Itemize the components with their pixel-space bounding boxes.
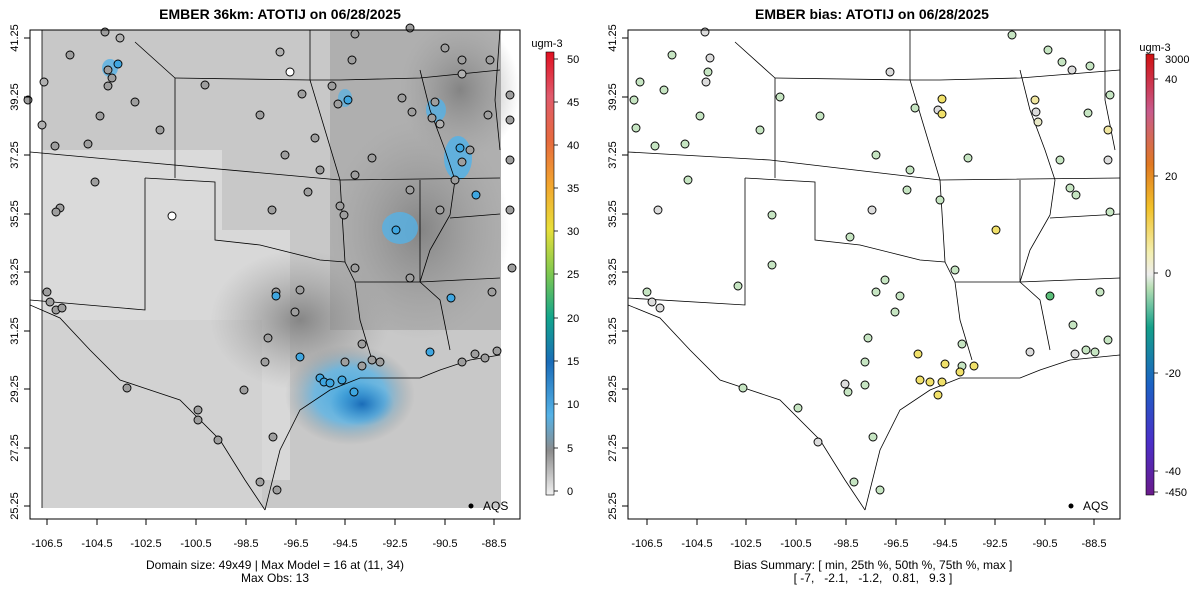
y-tick-label: 41.25 — [607, 24, 619, 52]
x-tick-label: -106.5 — [631, 538, 662, 550]
aqs-legend-label: AQS — [1083, 499, 1108, 513]
x-tick-label: -90.5 — [432, 538, 457, 550]
colorbar-tick-label: 40 — [567, 140, 579, 152]
right-y-tick-marks — [622, 37, 628, 507]
right-map-title: EMBER bias: ATOTIJ on 06/28/2025 — [755, 6, 989, 22]
colorbar-tick-label: 35 — [567, 183, 579, 195]
colorbar-tick-label: 20 — [1165, 171, 1177, 183]
colorbar-tick-label: -20 — [1165, 368, 1181, 380]
right-colorbar-tick-labels: 3000 40 20 0 -20 -40 -450 — [1165, 54, 1189, 499]
colorbar-tick-label: 15 — [567, 356, 579, 368]
colorbar-tick-label: 0 — [567, 486, 573, 498]
x-tick-label: -90.5 — [1032, 538, 1057, 550]
right-footer: Bias Summary: [ min, 25th %, 50th %, 75t… — [628, 559, 1118, 585]
right-colorbar-unit: ugm-3 — [1139, 42, 1170, 54]
y-tick-label: 31.25 — [9, 317, 21, 345]
colorbar-tick-label: -40 — [1165, 466, 1181, 478]
x-tick-label: -92.5 — [982, 538, 1007, 550]
y-tick-label: 37.25 — [607, 141, 619, 169]
colorbar-tick-label: 50 — [567, 54, 579, 66]
left-y-tick-marks — [24, 37, 30, 507]
left-footer-domain: Domain size: 49x49 | Max Model = 16 at (… — [145, 558, 405, 572]
left-footer: Domain size: 49x49 | Max Model = 16 at (… — [30, 559, 520, 585]
right-colorbar — [1145, 53, 1155, 496]
left-colorbar-unit: ugm-3 — [531, 38, 562, 50]
x-tick-label: -92.5 — [382, 538, 407, 550]
x-tick-label: -88.5 — [1081, 538, 1106, 550]
left-map-frame — [29, 29, 521, 520]
state-boundaries — [628, 30, 1120, 511]
x-tick-label: -94.5 — [332, 538, 357, 550]
y-tick-label: 37.25 — [9, 141, 21, 169]
x-tick-label: -88.5 — [481, 538, 506, 550]
y-tick-label: 33.25 — [607, 258, 619, 286]
y-tick-label: 27.25 — [607, 434, 619, 462]
right-colorbar-ticks — [1154, 58, 1158, 493]
y-tick-label: 41.25 — [9, 24, 21, 52]
left-colorbar — [545, 51, 555, 496]
aqs-observation-sites — [23, 23, 517, 495]
y-tick-label: 31.25 — [607, 317, 619, 345]
y-tick-label: 33.25 — [9, 258, 21, 286]
right-footer-summary-header: Bias Summary: [ min, 25th %, 50th %, 75t… — [733, 558, 1013, 572]
y-tick-label: 35.25 — [9, 200, 21, 228]
model-concentration-field — [42, 30, 520, 508]
y-tick-label: 35.25 — [607, 200, 619, 228]
bias-observation-sites — [629, 27, 1115, 495]
x-tick-label: -94.5 — [932, 538, 957, 550]
right-footer-summary-values: [ -7, -2.1, -1.2, 0.81, 9.3 ] — [793, 571, 953, 585]
left-colorbar-tick-labels: 50 45 40 35 30 25 20 15 10 5 0 — [567, 54, 579, 498]
colorbar-tick-label: 0 — [1165, 268, 1171, 280]
colorbar-tick-label: -450 — [1165, 487, 1187, 499]
state-boundaries — [30, 30, 501, 511]
x-tick-label: -104.5 — [81, 538, 112, 550]
x-tick-label: -96.5 — [883, 538, 908, 550]
x-tick-label: -106.5 — [31, 538, 62, 550]
left-map-panel: AQS -106.5 -104.5 -102.5 -100.5 -98.5 -9… — [9, 23, 579, 550]
right-map-frame — [627, 29, 1121, 520]
x-tick-label: -100.5 — [180, 538, 211, 550]
x-tick-label: -102.5 — [730, 538, 761, 550]
right-map-panel: AQS -106.5 -104.5 -102.5 -100.5 -98.5 -9… — [607, 24, 1189, 550]
x-tick-label: -98.5 — [833, 538, 858, 550]
colorbar-tick-label: 45 — [567, 97, 579, 109]
x-tick-label: -98.5 — [233, 538, 258, 550]
aqs-legend-marker — [468, 503, 474, 509]
colorbar-tick-label: 20 — [567, 313, 579, 325]
y-tick-label: 39.25 — [607, 83, 619, 111]
y-tick-label: 39.25 — [9, 83, 21, 111]
y-tick-label: 29.25 — [9, 375, 21, 403]
left-map-title: EMBER 36km: ATOTIJ on 06/28/2025 — [159, 6, 401, 22]
x-tick-label: -100.5 — [780, 538, 811, 550]
right-y-tick-labels: 41.25 39.25 37.25 35.25 33.25 31.25 29.2… — [607, 24, 619, 520]
x-tick-label: -96.5 — [283, 538, 308, 550]
y-tick-label: 29.25 — [607, 375, 619, 403]
left-x-tick-marks — [46, 519, 495, 525]
colorbar-tick-label: 5 — [567, 443, 573, 455]
y-tick-label: 25.25 — [9, 492, 21, 520]
colorbar-tick-label: 3000 — [1165, 54, 1189, 66]
x-tick-label: -102.5 — [130, 538, 161, 550]
colorbar-tick-label: 25 — [567, 269, 579, 281]
aqs-legend-marker — [1068, 503, 1074, 509]
left-y-tick-labels: 41.25 39.25 37.25 35.25 33.25 31.25 29.2… — [9, 24, 21, 520]
x-tick-label: -104.5 — [681, 538, 712, 550]
colorbar-tick-label: 30 — [567, 226, 579, 238]
right-x-tick-labels: -106.5 -104.5 -102.5 -100.5 -98.5 -96.5 … — [631, 538, 1106, 550]
colorbar-tick-label: 40 — [1165, 74, 1177, 86]
left-x-tick-labels: -106.5 -104.5 -102.5 -100.5 -98.5 -96.5 … — [31, 538, 506, 550]
right-x-tick-marks — [646, 519, 1095, 525]
y-tick-label: 25.25 — [607, 492, 619, 520]
left-colorbar-ticks — [554, 58, 558, 492]
aqs-legend-label: AQS — [483, 499, 508, 513]
left-footer-maxobs: Max Obs: 13 — [240, 571, 310, 585]
colorbar-tick-label: 10 — [567, 399, 579, 411]
y-tick-label: 27.25 — [9, 434, 21, 462]
